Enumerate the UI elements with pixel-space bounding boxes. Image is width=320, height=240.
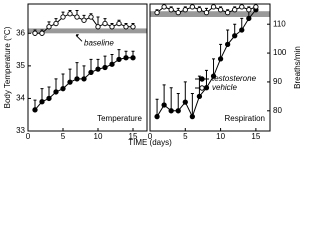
marker bbox=[67, 11, 73, 17]
marker bbox=[182, 99, 188, 105]
error-bar bbox=[212, 58, 216, 77]
x-tick-label: 10 bbox=[94, 132, 103, 141]
marker bbox=[123, 55, 129, 61]
marker bbox=[210, 73, 217, 79]
legend-marker bbox=[199, 85, 205, 91]
marker bbox=[74, 76, 80, 82]
marker bbox=[154, 113, 160, 120]
error-bar bbox=[169, 87, 173, 111]
marker bbox=[32, 107, 38, 113]
marker bbox=[217, 7, 224, 13]
marker bbox=[46, 24, 52, 30]
marker bbox=[168, 108, 174, 114]
error-bar bbox=[183, 81, 187, 103]
marker bbox=[130, 55, 136, 61]
marker bbox=[109, 24, 115, 30]
x-tick-label: 5 bbox=[61, 132, 66, 141]
error-bar bbox=[190, 92, 194, 117]
marker bbox=[102, 20, 108, 27]
marker bbox=[246, 15, 252, 22]
y-tick-label: 100 bbox=[273, 48, 287, 57]
x-tick-label: 0 bbox=[26, 132, 31, 141]
marker bbox=[154, 10, 160, 16]
y-tick-label: 90 bbox=[273, 77, 282, 86]
marker bbox=[182, 7, 188, 13]
marker bbox=[224, 10, 231, 16]
marker bbox=[217, 56, 224, 62]
marker bbox=[246, 7, 252, 13]
legend-label: testosterone bbox=[212, 74, 257, 83]
marker bbox=[232, 33, 238, 39]
x-tick-label: 0 bbox=[148, 132, 153, 141]
marker bbox=[67, 79, 73, 85]
y-tick-label: 33 bbox=[16, 126, 25, 135]
plot-frame bbox=[149, 3, 271, 132]
series-line bbox=[156, 9, 257, 118]
marker bbox=[60, 14, 66, 20]
marker bbox=[130, 24, 136, 30]
marker bbox=[116, 20, 122, 27]
marker bbox=[32, 30, 38, 36]
marker bbox=[161, 4, 167, 10]
marker bbox=[232, 7, 238, 13]
panel-label: Respiration bbox=[225, 114, 265, 123]
marker bbox=[196, 7, 203, 13]
plot-frame bbox=[27, 3, 148, 132]
marker bbox=[53, 20, 59, 27]
marker bbox=[175, 10, 181, 16]
x-tick-label: 10 bbox=[216, 132, 225, 141]
marker bbox=[196, 93, 203, 100]
marker bbox=[60, 86, 66, 92]
x-tick-label: 15 bbox=[129, 132, 138, 141]
marker bbox=[239, 4, 245, 10]
y-tick-label: 80 bbox=[273, 106, 282, 115]
error-bar bbox=[75, 62, 79, 79]
error-bar bbox=[162, 84, 166, 106]
marker bbox=[189, 4, 196, 10]
marker bbox=[109, 61, 115, 67]
marker bbox=[123, 24, 129, 30]
marker bbox=[88, 14, 94, 20]
marker bbox=[239, 27, 245, 33]
y-axis-label: Body Temperature (°C) bbox=[3, 26, 12, 108]
panel-label: Temperature bbox=[97, 114, 142, 123]
error-bar bbox=[155, 98, 159, 117]
marker bbox=[39, 99, 45, 105]
x-tick-label: 15 bbox=[251, 132, 260, 141]
legend-marker bbox=[199, 76, 205, 82]
y-tick-label: 110 bbox=[273, 19, 286, 28]
marker bbox=[95, 24, 101, 30]
y-tick-label: 35 bbox=[16, 61, 25, 70]
marker bbox=[224, 41, 231, 48]
marker bbox=[81, 76, 87, 82]
baseline-band bbox=[150, 11, 270, 17]
baseline-band bbox=[28, 28, 147, 34]
marker bbox=[95, 66, 101, 72]
chart: 0 5 10 15 33 34 35 36 Body Temperature (°C) Tempe… bbox=[3, 3, 302, 147]
marker bbox=[161, 102, 167, 108]
marker bbox=[168, 7, 174, 13]
marker bbox=[203, 10, 210, 16]
band-arrowhead bbox=[76, 34, 79, 38]
marker bbox=[175, 108, 181, 114]
marker bbox=[253, 4, 259, 10]
marker bbox=[189, 113, 196, 120]
band-label: baseline bbox=[84, 38, 114, 47]
y-tick-label: 34 bbox=[16, 94, 25, 103]
legend-label: vehicle bbox=[212, 83, 237, 92]
marker bbox=[88, 69, 94, 76]
y-tick-label: 36 bbox=[16, 28, 25, 37]
marker bbox=[116, 56, 122, 63]
x-axis-label: TIME (days) bbox=[128, 138, 172, 147]
marker bbox=[210, 4, 217, 10]
marker bbox=[102, 64, 108, 71]
x-tick-label: 5 bbox=[183, 132, 188, 141]
error-bar bbox=[176, 92, 180, 111]
marker bbox=[46, 95, 52, 102]
y-axis-label: Breaths/min bbox=[293, 46, 302, 89]
marker bbox=[53, 89, 59, 95]
marker bbox=[39, 30, 45, 36]
marker bbox=[74, 14, 80, 20]
marker bbox=[81, 17, 87, 23]
